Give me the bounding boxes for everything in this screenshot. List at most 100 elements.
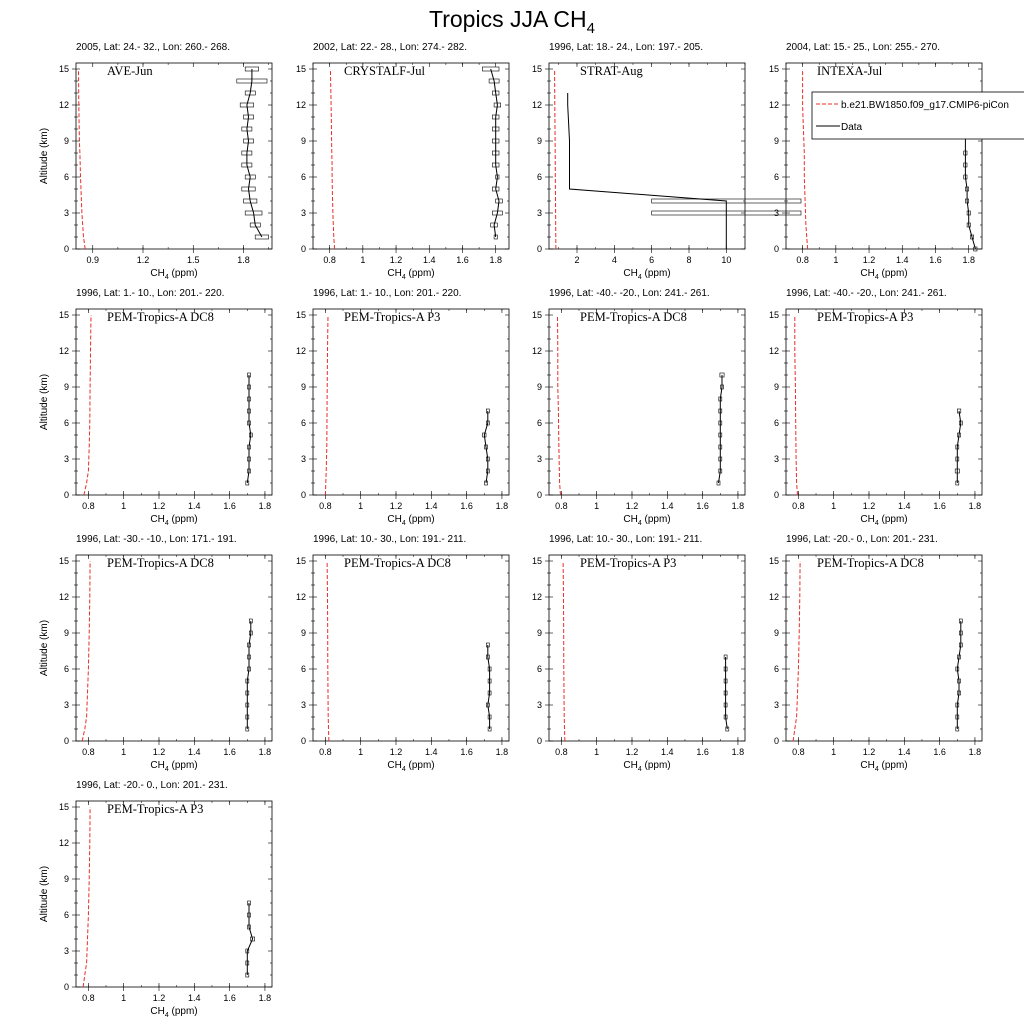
x-tick-label: 0.8	[323, 255, 336, 265]
x-axis-label: CH4 (ppm)	[623, 514, 670, 527]
y-tick-label: 0	[537, 736, 542, 746]
data-error-box	[718, 408, 723, 414]
data-error-box	[485, 408, 490, 414]
campaign-title: STRAT-Aug	[580, 64, 643, 78]
y-tick-label: 9	[537, 136, 542, 146]
y-tick-label: 12	[769, 592, 779, 602]
data-error-box	[963, 174, 968, 180]
panel-9: 1996, Lat: -30.- -10., Lon: 171.- 191. PE…	[39, 534, 273, 773]
x-tick-label: 1.2	[390, 255, 403, 265]
x-axis-label: CH4 (ppm)	[150, 1006, 197, 1019]
panel-10: 1996, Lat: 10.- 30., Lon: 191.- 211. PEM-…	[296, 534, 510, 773]
campaign-title: PEM-Tropics-A DC8	[107, 310, 214, 324]
panel-2: 2002, Lat: 22.- 28., Lon: 274.- 282. CRYS…	[296, 42, 510, 281]
data-error-box	[245, 714, 250, 720]
y-tick-label: 0	[64, 244, 69, 254]
x-tick-label: 1.6	[933, 747, 946, 757]
data-error-box	[239, 102, 254, 108]
x-tick-label: 1.4	[898, 747, 911, 757]
data-error-box	[247, 372, 251, 378]
data-error-box	[245, 972, 250, 978]
data-error-box	[963, 162, 968, 168]
data-error-box	[965, 198, 970, 204]
y-tick-label: 3	[301, 454, 306, 464]
data-profile-line	[246, 903, 254, 975]
x-tick-label: 1.2	[626, 747, 639, 757]
y-tick-label: 9	[64, 874, 69, 884]
plot-frame	[75, 800, 273, 988]
data-error-box	[247, 900, 251, 906]
y-tick-label: 12	[532, 592, 542, 602]
panel-5: 1996, Lat: 1.- 10., Lon: 201.- 220. PEM-T…	[39, 288, 273, 527]
data-error-box	[492, 126, 500, 132]
campaign-title: PEM-Tropics-A DC8	[580, 310, 687, 324]
x-tick-label: 1.6	[223, 993, 236, 1003]
y-tick-label: 15	[532, 556, 542, 566]
y-tick-label: 15	[296, 310, 306, 320]
data-error-box	[725, 726, 730, 732]
panel-7: 1996, Lat: -40.- -20., Lon: 241.- 261. PE…	[532, 288, 746, 527]
model-profile-line	[802, 69, 809, 250]
model-profile-line	[562, 560, 566, 742]
x-tick-label: 1.6	[223, 747, 236, 757]
x-tick-label: 10	[721, 255, 731, 265]
panel-header: 1996, Lat: -40.- -20., Lon: 241.- 261.	[786, 288, 947, 299]
x-tick-label: 1.6	[460, 747, 473, 757]
x-tick-label: 1.4	[423, 255, 436, 265]
data-error-box	[247, 468, 251, 474]
x-tick-label: 1.6	[223, 501, 236, 511]
y-tick-label: 3	[64, 454, 69, 464]
y-tick-label: 6	[301, 664, 306, 674]
campaign-title: CRYSTALF-Jul	[344, 64, 425, 78]
x-axis-label: CH4 (ppm)	[150, 514, 197, 527]
plot-frame	[548, 62, 746, 250]
y-tick-label: 0	[774, 490, 779, 500]
data-error-box	[718, 420, 723, 426]
data-error-box	[957, 678, 961, 684]
plot-frame	[75, 554, 273, 742]
panel-header: 1996, Lat: 18.- 24., Lon: 197.- 205.	[549, 42, 703, 53]
panel-header: 2002, Lat: 22.- 28., Lon: 274.- 282.	[313, 42, 467, 53]
x-tick-label: 1.8	[259, 501, 272, 511]
y-tick-label: 15	[296, 556, 306, 566]
x-tick-label: 1.4	[898, 501, 911, 511]
y-tick-label: 15	[532, 64, 542, 74]
y-tick-label: 15	[296, 64, 306, 74]
data-error-box	[487, 714, 492, 720]
plot-frame	[75, 62, 273, 250]
plot-frame	[785, 62, 983, 250]
y-tick-label: 9	[301, 628, 306, 638]
y-tick-label: 6	[537, 418, 542, 428]
model-profile-line	[557, 314, 561, 496]
data-error-box	[723, 702, 728, 708]
data-error-box	[250, 936, 255, 942]
plot-frame	[785, 554, 983, 742]
data-error-box	[958, 420, 963, 426]
x-tick-label: 1	[121, 501, 126, 511]
data-error-box	[492, 138, 500, 144]
data-error-box	[485, 420, 490, 426]
campaign-title: PEM-Tropics-A P3	[107, 802, 203, 816]
x-tick-label: 1.2	[626, 501, 639, 511]
campaign-title: PEM-Tropics-A P3	[344, 310, 440, 324]
panel-header: 1996, Lat: 1.- 10., Lon: 201.- 220.	[76, 288, 224, 299]
x-tick-label: 1.6	[929, 255, 942, 265]
y-tick-label: 12	[532, 346, 542, 356]
y-tick-label: 3	[301, 208, 306, 218]
y-tick-label: 6	[537, 172, 542, 182]
model-profile-line	[324, 314, 329, 496]
y-tick-label: 12	[296, 100, 306, 110]
data-error-box	[243, 198, 258, 204]
x-tick-label: 1.6	[933, 501, 946, 511]
data-error-box	[247, 420, 251, 426]
x-tick-label: 1.2	[863, 501, 876, 511]
y-tick-label: 3	[537, 454, 542, 464]
x-axis-label: CH4 (ppm)	[150, 760, 197, 773]
y-tick-label: 3	[301, 700, 306, 710]
y-tick-label: 9	[774, 382, 779, 392]
x-tick-label: 1.6	[456, 255, 469, 265]
data-error-box	[723, 714, 728, 720]
data-error-box	[718, 432, 723, 438]
data-profile-line	[964, 129, 976, 250]
